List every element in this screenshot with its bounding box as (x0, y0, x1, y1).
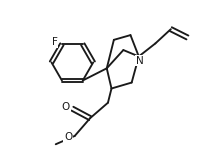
Text: O: O (62, 103, 70, 112)
Text: N: N (136, 56, 144, 66)
Text: O: O (64, 132, 72, 142)
Text: F: F (52, 37, 58, 47)
